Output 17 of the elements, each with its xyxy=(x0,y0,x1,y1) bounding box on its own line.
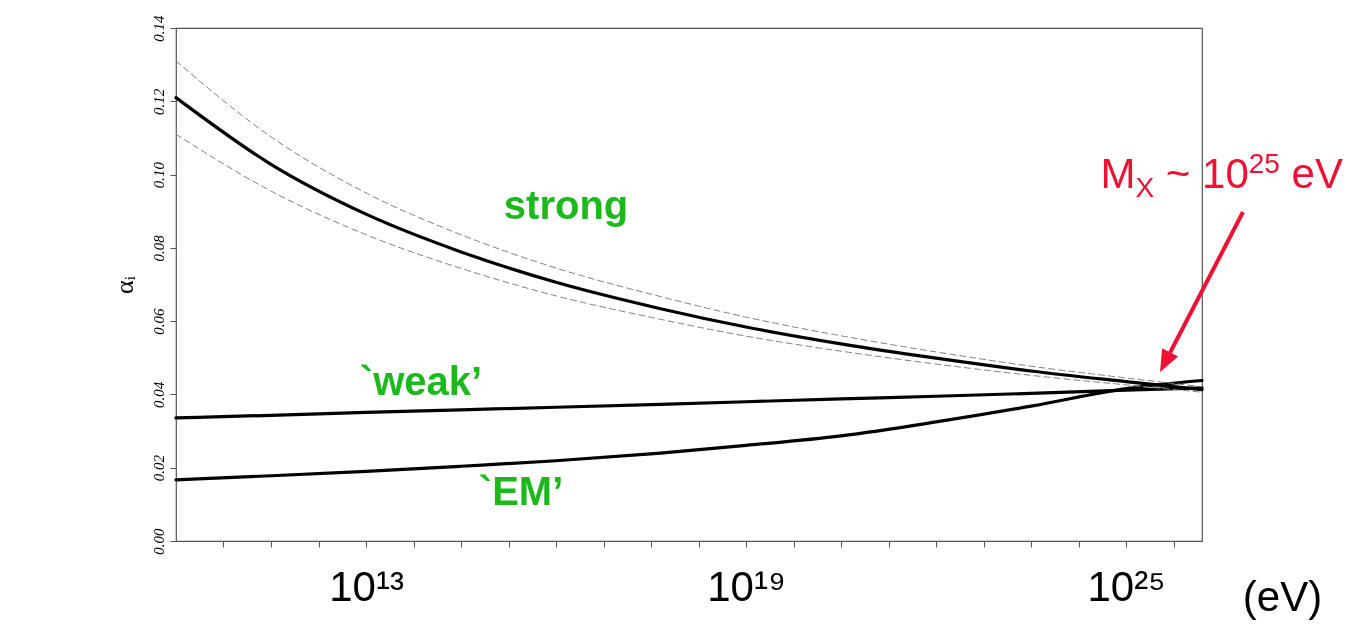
y-tick-label: 0.02 xyxy=(150,454,167,482)
x-tick-label: 10²⁵ xyxy=(1087,562,1166,610)
series-label: `EM’ xyxy=(478,468,564,513)
series-label: strong xyxy=(503,183,629,228)
y-tick-label: 0.14 xyxy=(150,14,167,42)
x-axis-title: (eV) xyxy=(1242,572,1323,620)
annotation: M$_{X}$ ~ 10$^{25}$ eV xyxy=(1100,148,1343,205)
y-tick-label: 0.10 xyxy=(150,161,167,189)
y-tick-label: 0.04 xyxy=(150,381,167,409)
y-tick-label: 0.08 xyxy=(150,234,167,262)
y-tick-label: 0.00 xyxy=(150,527,167,555)
x-tick-label: 10¹³ xyxy=(329,562,404,610)
y-axis-title: αᵢ xyxy=(109,275,139,294)
y-tick-label: 0.12 xyxy=(150,88,167,115)
x-tick-label: 10¹⁹ xyxy=(707,562,786,610)
series-label: `weak’ xyxy=(359,358,483,403)
y-tick-label: 0.06 xyxy=(150,308,167,335)
